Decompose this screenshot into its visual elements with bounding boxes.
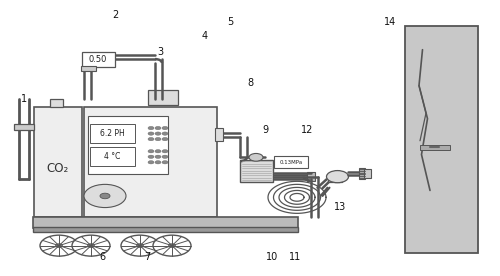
Circle shape [155,132,161,135]
Circle shape [148,132,154,135]
Bar [32,227,298,232]
Text: 7: 7 [144,252,150,262]
Circle shape [162,132,168,135]
Text: 3: 3 [157,47,163,57]
Circle shape [168,244,175,248]
Circle shape [162,161,168,164]
Bar [14,124,34,130]
Circle shape [162,137,168,141]
Circle shape [72,235,110,256]
Circle shape [121,235,159,256]
Circle shape [155,161,161,164]
Text: 6: 6 [100,252,105,262]
Bar [84,107,216,217]
Bar [359,168,365,179]
Circle shape [162,155,168,158]
Bar [364,169,371,178]
Bar [274,156,308,168]
Circle shape [162,126,168,130]
Bar [88,116,168,174]
Circle shape [148,155,154,158]
Bar [34,107,82,217]
Circle shape [162,150,168,153]
Text: 8: 8 [247,78,253,88]
Bar [80,66,96,71]
Text: 2: 2 [112,10,118,20]
Bar [215,128,222,141]
Circle shape [148,137,154,141]
Text: 14: 14 [384,17,396,27]
Circle shape [326,171,348,183]
Text: 6.2 PH: 6.2 PH [100,129,125,138]
Bar [90,124,135,143]
Bar [148,90,178,105]
Text: 11: 11 [289,252,301,262]
Text: 5: 5 [227,17,233,27]
Circle shape [153,235,191,256]
Text: CO₂: CO₂ [46,162,68,175]
Text: 13: 13 [334,202,346,212]
Bar [32,217,298,228]
Circle shape [148,150,154,153]
Circle shape [155,137,161,141]
Circle shape [155,150,161,153]
Circle shape [88,244,94,248]
Circle shape [249,153,263,161]
Bar [240,160,272,182]
Bar [306,172,314,181]
Bar [50,99,62,107]
Text: 10: 10 [266,252,278,262]
Bar [90,147,135,166]
Text: 4 °C: 4 °C [104,152,120,161]
Bar [328,174,342,182]
Circle shape [148,126,154,130]
Circle shape [136,244,143,248]
Circle shape [148,161,154,164]
Text: 0.50: 0.50 [89,55,107,64]
Circle shape [40,235,78,256]
Circle shape [155,126,161,130]
Bar [82,52,114,67]
Text: 12: 12 [302,125,314,135]
Circle shape [56,244,62,248]
Text: 9: 9 [262,125,268,135]
Text: 1: 1 [21,94,27,104]
Circle shape [84,184,126,208]
Circle shape [155,155,161,158]
Text: 0.13MPa: 0.13MPa [280,160,302,164]
Circle shape [100,193,110,199]
Bar [420,145,450,150]
Bar [405,26,477,253]
Text: 4: 4 [202,31,208,41]
